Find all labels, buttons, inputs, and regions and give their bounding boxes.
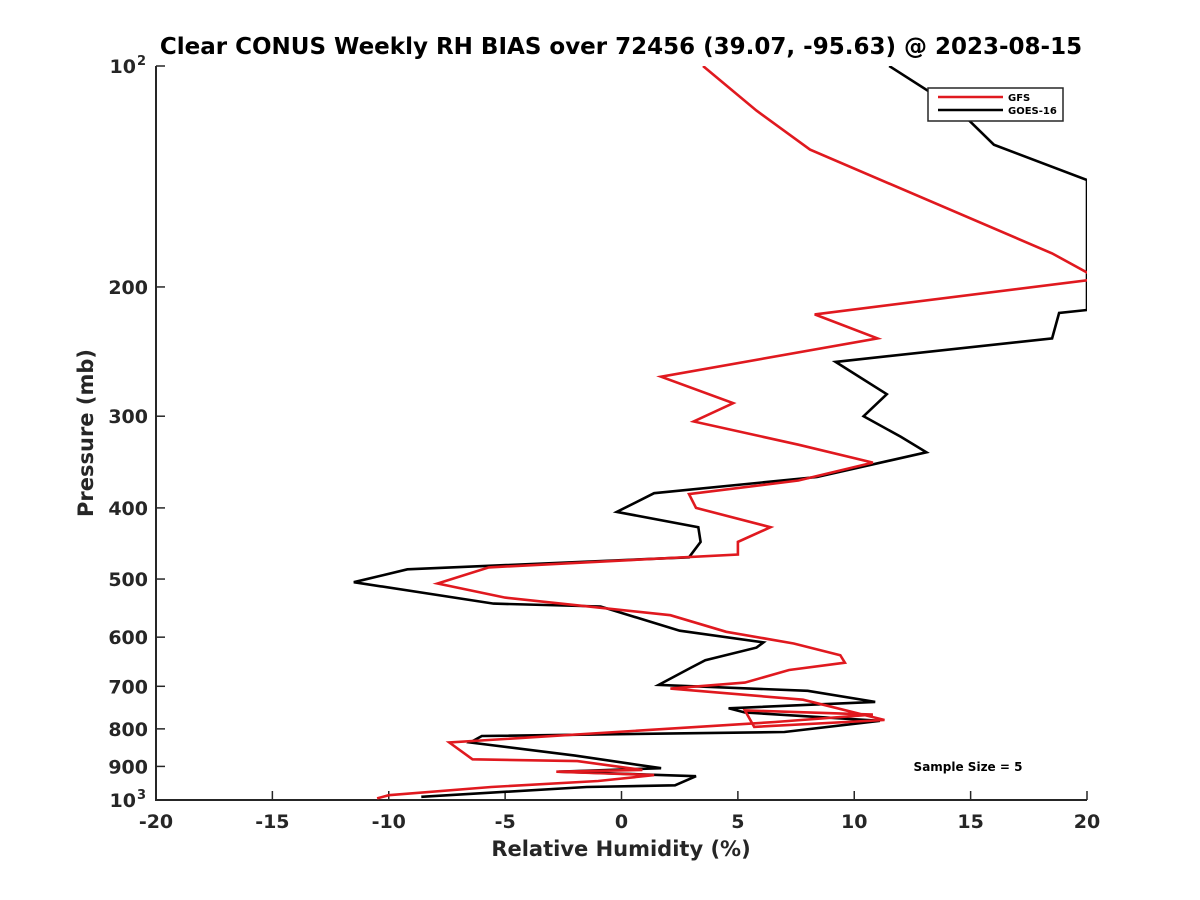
y-tick-label: 10	[110, 790, 136, 812]
legend-label-gfs: GFS	[1008, 93, 1030, 104]
y-tick-label: 900	[108, 756, 148, 778]
series-line-gfs	[376, 66, 1087, 800]
y-tick-label: 700	[108, 676, 148, 698]
chart-title: Clear CONUS Weekly RH BIAS over 72456 (3…	[160, 34, 1082, 60]
x-tick-label: -10	[372, 811, 406, 833]
x-tick-label: 0	[615, 811, 628, 833]
x-tick-label: 10	[841, 811, 867, 833]
x-tick-label: 5	[731, 811, 744, 833]
series-layer	[353, 66, 1087, 800]
y-tick-label: 10	[110, 56, 136, 78]
x-tick-label: 20	[1074, 811, 1100, 833]
x-tick-label: 15	[957, 811, 983, 833]
x-tick-label: -5	[495, 811, 516, 833]
y-tick-label: 300	[108, 406, 148, 428]
y-tick-exponent: 3	[137, 788, 146, 803]
legend: GFS GOES-16	[927, 87, 1064, 122]
y-tick-label: 400	[108, 498, 148, 520]
sample-size-annotation: Sample Size = 5	[914, 760, 1023, 774]
y-tick-label: 800	[108, 719, 148, 741]
x-tick-label: -20	[139, 811, 173, 833]
y-tick-label: 600	[108, 627, 148, 649]
legend-label-goes16: GOES-16	[1008, 106, 1057, 117]
x-axis-ticks: -20 -15 -10 -5 0 5 10 15 20	[139, 791, 1100, 833]
legend-box	[927, 87, 1064, 122]
x-axis-label: Relative Humidity (%)	[491, 837, 750, 861]
y-axis-label: Pressure (mb)	[74, 349, 98, 517]
y-tick-label: 200	[108, 277, 148, 299]
series-line-goes-16	[353, 66, 1087, 799]
plot-area: -20 -15 -10 -5 0 5 10 15 20 10 220030040050060070…	[108, 54, 1100, 833]
y-tick-label: 500	[108, 569, 148, 591]
x-tick-label: -15	[255, 811, 289, 833]
y-tick-exponent: 2	[137, 54, 146, 69]
